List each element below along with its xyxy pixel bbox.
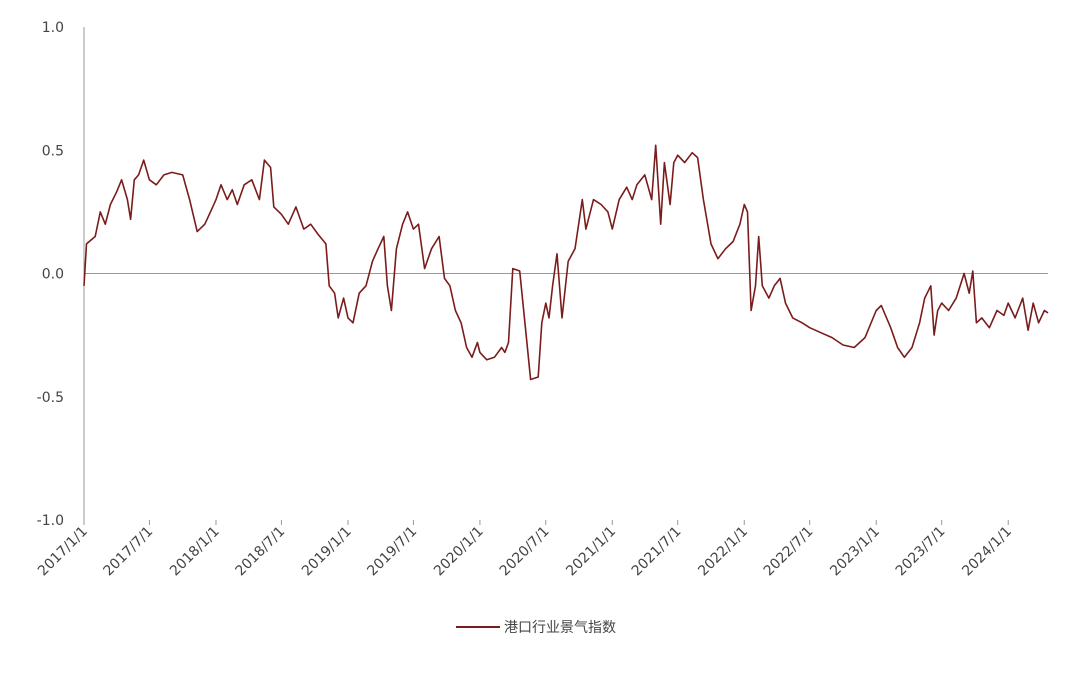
- x-tick-label: 2022/1/1: [695, 524, 751, 580]
- x-tick-label: 2017/7/1: [100, 524, 156, 580]
- series-line: [83, 144, 1049, 381]
- x-tick-label: 2019/1/1: [299, 524, 355, 580]
- y-tick-label: 0.0: [42, 267, 64, 283]
- x-tick-label: 2023/7/1: [893, 524, 949, 580]
- x-tick-label: 2024/1/1: [959, 524, 1015, 580]
- x-tick-label: 2018/1/1: [167, 524, 223, 580]
- x-tick-label: 2020/1/1: [431, 524, 487, 580]
- x-tick-label: 2022/7/1: [761, 524, 817, 580]
- x-tick-label: 2019/7/1: [364, 524, 420, 580]
- x-tick-label: 2017/1/1: [35, 524, 91, 580]
- y-tick-label: 1.0: [42, 20, 64, 36]
- y-tick-label: -0.5: [37, 390, 64, 406]
- legend-label: 港口行业景气指数: [504, 620, 616, 636]
- x-tick-label: 2021/1/1: [563, 524, 619, 580]
- x-tick-label: 2020/7/1: [497, 524, 553, 580]
- x-tick-label: 2021/7/1: [629, 524, 685, 580]
- x-tick-label: 2023/1/1: [827, 524, 883, 580]
- y-tick-label: -1.0: [37, 513, 64, 529]
- x-tick-label: 2018/7/1: [232, 524, 288, 580]
- y-tick-label: 0.5: [42, 143, 64, 159]
